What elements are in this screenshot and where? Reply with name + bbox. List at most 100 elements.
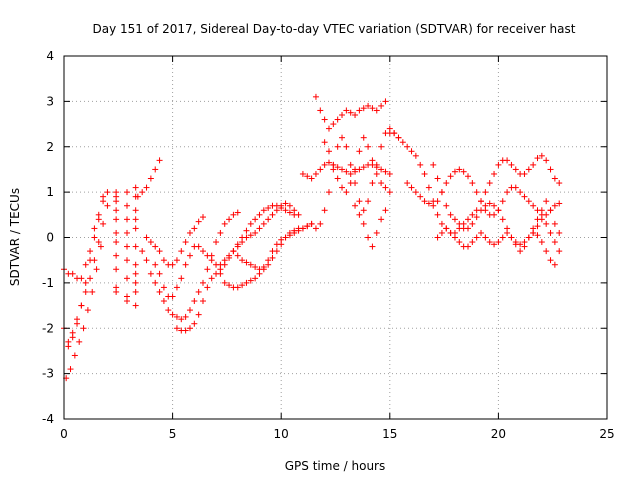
data-point	[478, 207, 485, 214]
data-point	[347, 170, 354, 177]
y-tick-label: -4	[42, 412, 54, 426]
data-point	[169, 293, 176, 300]
data-point	[421, 170, 428, 177]
data-point	[234, 243, 241, 250]
data-point	[365, 234, 372, 241]
data-point	[499, 216, 506, 223]
data-point	[152, 279, 159, 286]
data-point	[325, 125, 332, 132]
data-point	[160, 284, 167, 291]
data-point	[260, 266, 267, 273]
x-tick-label: 25	[599, 427, 614, 441]
data-point	[499, 234, 506, 241]
data-point	[230, 248, 237, 255]
data-point	[404, 180, 411, 187]
data-point	[530, 202, 537, 209]
data-point	[464, 216, 471, 223]
data-point	[334, 116, 341, 123]
data-point	[282, 207, 289, 214]
data-point	[239, 257, 246, 264]
data-point	[113, 216, 120, 223]
data-point	[334, 175, 341, 182]
data-point	[186, 229, 193, 236]
data-point	[182, 239, 189, 246]
data-point	[282, 234, 289, 241]
data-point	[551, 220, 558, 227]
x-tick-label: 0	[60, 427, 68, 441]
data-point	[123, 298, 130, 305]
data-point	[143, 257, 150, 264]
data-point	[100, 220, 107, 227]
data-point	[286, 202, 293, 209]
data-point	[343, 189, 350, 196]
data-point	[543, 198, 550, 205]
data-point	[312, 93, 319, 100]
data-point	[200, 214, 207, 221]
data-point	[147, 175, 154, 182]
y-tick-label: 0	[46, 231, 54, 245]
data-point	[204, 284, 211, 291]
data-point	[460, 168, 467, 175]
data-point	[551, 175, 558, 182]
y-tick-label: 4	[46, 49, 54, 63]
x-axis-label: GPS time / hours	[285, 459, 386, 473]
x-tick-label: 15	[382, 427, 397, 441]
data-point	[87, 275, 94, 282]
data-point	[243, 234, 250, 241]
data-point	[204, 252, 211, 259]
data-point	[104, 189, 111, 196]
data-point	[113, 239, 120, 246]
data-point	[273, 248, 280, 255]
data-point	[152, 243, 159, 250]
data-point	[495, 161, 502, 168]
data-point	[378, 216, 385, 223]
data-point	[100, 193, 107, 200]
data-point	[543, 220, 550, 227]
data-point	[421, 198, 428, 205]
data-point	[499, 198, 506, 205]
data-point	[132, 288, 139, 295]
data-point	[486, 180, 493, 187]
data-point	[317, 166, 324, 173]
data-point	[132, 184, 139, 191]
data-point	[291, 207, 298, 214]
data-point	[386, 189, 393, 196]
data-point	[221, 261, 228, 268]
data-point	[173, 257, 180, 264]
data-point	[378, 180, 385, 187]
data-point	[343, 107, 350, 114]
data-point	[123, 229, 130, 236]
data-point	[265, 216, 272, 223]
data-point	[443, 225, 450, 232]
data-point	[382, 168, 389, 175]
data-point	[491, 202, 498, 209]
data-point	[69, 334, 76, 341]
data-point	[443, 180, 450, 187]
data-point	[451, 234, 458, 241]
data-point	[113, 207, 120, 214]
data-point	[473, 189, 480, 196]
y-tick-label: -2	[42, 321, 54, 335]
data-point	[178, 248, 185, 255]
data-point	[139, 248, 146, 255]
data-point	[82, 279, 89, 286]
data-point	[391, 130, 398, 137]
data-point	[156, 157, 163, 164]
data-point	[447, 173, 454, 180]
data-point	[352, 202, 359, 209]
data-point	[247, 261, 254, 268]
data-point	[147, 239, 154, 246]
data-point	[304, 173, 311, 180]
data-point	[104, 202, 111, 209]
y-tick-label: 3	[46, 94, 54, 108]
data-point	[312, 170, 319, 177]
data-point	[278, 202, 285, 209]
data-point	[123, 216, 130, 223]
data-point	[486, 200, 493, 207]
data-point	[78, 302, 85, 309]
data-point	[556, 229, 563, 236]
data-point	[543, 248, 550, 255]
data-point	[195, 218, 202, 225]
data-point	[521, 243, 528, 250]
data-point	[278, 241, 285, 248]
